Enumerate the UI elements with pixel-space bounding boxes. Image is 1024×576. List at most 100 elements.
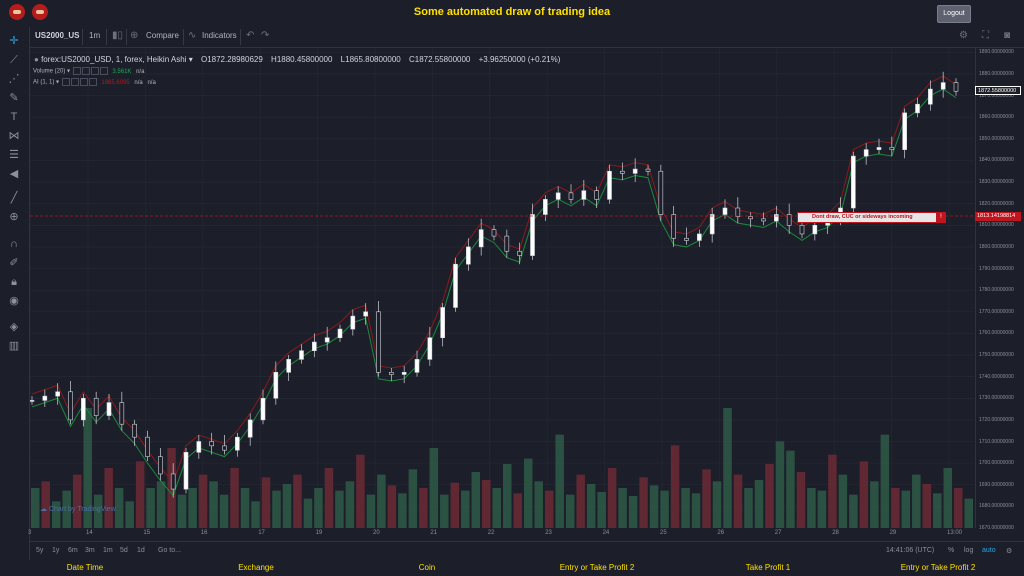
volume-bar (901, 490, 911, 528)
range-5d[interactable]: 5d (120, 547, 128, 554)
volume-bar (649, 485, 659, 528)
volume-bar (303, 498, 313, 528)
more-icon[interactable] (99, 67, 108, 75)
alert-badge[interactable]: ! (936, 212, 946, 223)
chevron-down-icon[interactable]: ▾ (56, 79, 60, 86)
settings-icon[interactable] (70, 78, 79, 86)
range-5y[interactable]: 5y (36, 547, 44, 554)
toolbar-divider (82, 29, 83, 45)
range-1m[interactable]: 1m (103, 547, 113, 554)
stay-drawing-icon[interactable]: ✐ (9, 257, 19, 269)
eye-toggle-icon[interactable] (61, 78, 70, 86)
percent-toggle[interactable]: % (948, 547, 955, 554)
trendline-icon[interactable]: ⟋ (10, 54, 18, 66)
settings-gear-icon[interactable]: ⚙ (959, 30, 968, 41)
price-axis[interactable]: 1890.000000001880.000000001870.000000001… (975, 48, 1024, 531)
volume-bar (135, 461, 145, 528)
volume-bar (104, 468, 113, 528)
volume-bar (230, 468, 239, 528)
close-icon[interactable] (79, 78, 88, 86)
indicators-icon[interactable]: ∿ (188, 30, 197, 41)
price-tick-label: 1760.00000000 (979, 330, 1014, 337)
crosshair-icon[interactable]: ✛ (9, 35, 19, 47)
candle-body (863, 149, 869, 157)
ai-value: 1865.6095 (101, 79, 130, 86)
brush-icon[interactable]: ✎ (9, 92, 19, 104)
volume-value: 3.561K (112, 68, 132, 75)
settings-gear-icon[interactable]: ⚙ (1006, 548, 1013, 555)
logout-button[interactable]: Logout (937, 5, 971, 23)
candle-body (889, 147, 895, 150)
compare-icon[interactable]: ⊕ (130, 30, 139, 41)
lock-icon[interactable]: 🔒︎ (11, 276, 17, 288)
candle-body (299, 350, 304, 360)
range-1y[interactable]: 1y (52, 547, 60, 554)
auto-toggle[interactable]: auto (982, 547, 996, 554)
volume-bar (440, 494, 449, 528)
undo-icon[interactable]: ↶ (246, 30, 255, 41)
ai-indicator-row[interactable]: AI (1, 1) ▾ 1865.6095 n/a n/a (33, 78, 156, 86)
chevron-down-icon[interactable]: ▾ (188, 55, 193, 64)
indicators-button[interactable]: Indicators (202, 31, 237, 40)
camera-icon[interactable]: ◙ (1004, 30, 1011, 41)
volume-bar (576, 474, 585, 528)
fib-tool-icon[interactable]: ⋰ (8, 73, 20, 85)
range-1d[interactable]: 1d (137, 547, 145, 554)
trash-icon[interactable]: ▥ (8, 340, 20, 352)
volume-bar (880, 434, 890, 528)
ruler-icon[interactable]: ╱ (10, 192, 18, 204)
magnet-icon[interactable]: ∩ (10, 238, 18, 250)
settings-icon[interactable] (81, 67, 90, 75)
price-chart[interactable] (30, 48, 974, 528)
candle-body (158, 456, 163, 475)
log-toggle[interactable]: log (964, 547, 974, 554)
close-icon[interactable] (90, 67, 99, 75)
range-6m[interactable]: 6m (68, 547, 78, 554)
zoom-icon[interactable]: ⊕ (9, 211, 19, 223)
volume-indicator-row[interactable]: Volume (20) ▾ 3.561K n/a (33, 67, 144, 75)
time-tick-label: 16 (200, 530, 208, 536)
compare-button[interactable]: Compare (146, 31, 179, 40)
eye-icon[interactable]: ◉ (9, 295, 19, 307)
arrow-back-icon[interactable]: ◀ (9, 168, 19, 180)
interval-button[interactable]: 1m (89, 31, 101, 40)
redo-icon[interactable]: ↷ (261, 30, 270, 41)
page-title: Some automated draw of trading idea (413, 6, 611, 18)
volume-bar (261, 477, 271, 528)
range-3m[interactable]: 3m (85, 547, 95, 554)
volume-bar (597, 492, 606, 528)
tradingview-watermark[interactable]: ☁ Chart by TradingView (40, 505, 116, 513)
price-tick-label: 1780.00000000 (979, 287, 1014, 294)
candle-body (414, 359, 420, 373)
more-icon[interactable] (88, 78, 97, 86)
candles-icon[interactable]: ▮▯ (112, 30, 124, 41)
volume-bar (272, 490, 281, 528)
prediction-icon[interactable]: ☰ (9, 149, 19, 161)
volume-bar (408, 469, 418, 528)
eye-toggle-icon[interactable] (72, 67, 81, 75)
symbol-search[interactable]: US2000_US (35, 31, 80, 40)
volume-bar (114, 488, 124, 528)
layers-icon[interactable]: ◈ (9, 321, 19, 333)
footer-take-profit-1: Take Profit 1 (745, 563, 791, 572)
pattern-icon[interactable]: ⋈ (8, 130, 20, 142)
candle-body (389, 372, 394, 375)
goto-button[interactable]: Go to... (158, 547, 181, 554)
toolbar-divider (240, 29, 241, 45)
time-axis[interactable]: 3 14 15 16 17 19 20 21 22 23 24 25 26 27 28 29 13:00 (28, 528, 974, 540)
candle-body (235, 436, 240, 451)
volume-bar (891, 488, 900, 528)
cloud-icon: ☁ (40, 506, 47, 513)
chevron-down-icon[interactable]: ▾ (67, 68, 71, 75)
chart-toolbar: US2000_US 1m ▮▯ ⊕ Compare ∿ Indicators ↶… (30, 27, 1024, 48)
legend-series-title[interactable]: forex:US2000_USD, 1, forex, Heikin Ashi (41, 55, 187, 64)
time-tick-label: 28 (832, 530, 839, 536)
candle-body (81, 397, 86, 421)
ai-upper-line (31, 75, 957, 484)
bottom-bar: 5y 1y 6m 3m 1m 5d 1d Go to... 14:41:06 (… (30, 541, 1024, 560)
text-tool-icon[interactable]: T (10, 111, 18, 123)
volume-bar (607, 468, 617, 528)
alert-label[interactable]: Dont draw, CUC or sideways incoming (797, 212, 937, 223)
fullscreen-icon[interactable]: ⛶ (982, 30, 989, 41)
candle-body (940, 82, 946, 90)
